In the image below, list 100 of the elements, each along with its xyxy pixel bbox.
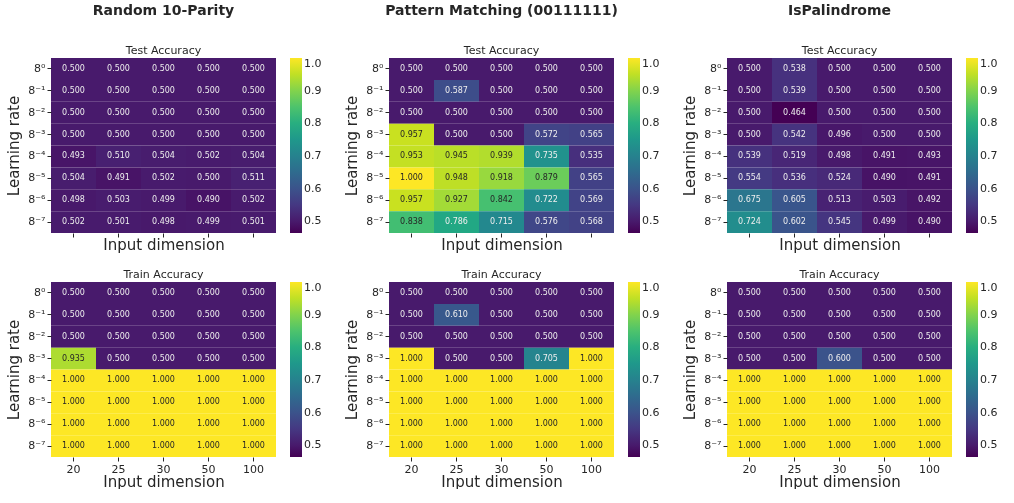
data-label: 0.500 — [783, 287, 806, 297]
x-tick-label: 20 — [742, 462, 757, 476]
data-label: 1.000 — [445, 397, 468, 407]
data-label: 0.493 — [918, 151, 941, 161]
data-label: 0.722 — [535, 195, 558, 205]
data-label: 0.493 — [62, 151, 85, 161]
data-label: 0.500 — [873, 63, 896, 73]
data-label: 1.000 — [490, 419, 513, 429]
data-label: 1.000 — [400, 353, 423, 363]
data-label: 0.945 — [445, 151, 468, 161]
color-bar-label: 0.9 — [304, 83, 322, 97]
data-label: 1.000 — [400, 173, 423, 183]
data-label: 0.500 — [873, 129, 896, 139]
data-label: 0.501 — [107, 217, 130, 227]
color-bar-label: 0.5 — [642, 214, 660, 228]
data-label: 0.500 — [918, 331, 941, 341]
y-tick-label: 8⁻⁷ — [28, 215, 46, 229]
chart-subtitle: Test Accuracy — [124, 44, 202, 57]
color-bar-label: 0.9 — [642, 307, 660, 321]
data-label: 1.000 — [197, 375, 220, 385]
data-label: 0.500 — [242, 331, 265, 341]
color-bar-label: 0.7 — [304, 148, 322, 162]
data-label: 0.500 — [152, 85, 175, 95]
color-bar-label: 0.9 — [642, 83, 660, 97]
data-label: 0.500 — [152, 353, 175, 363]
y-tick-label: 8⁰ — [34, 61, 47, 75]
data-label: 0.602 — [783, 217, 806, 227]
data-label: 0.500 — [197, 173, 220, 183]
data-label: 1.000 — [107, 375, 130, 385]
y-tick-label: 8⁻⁷ — [366, 439, 384, 453]
data-label: 0.500 — [580, 85, 603, 95]
data-label: 1.000 — [107, 419, 130, 429]
chart-subtitle: Test Accuracy — [800, 44, 878, 57]
data-label: 0.499 — [152, 195, 175, 205]
color-bar-label: 1.0 — [304, 57, 322, 70]
data-label: 0.500 — [490, 309, 513, 319]
color-bar-label: 0.8 — [980, 340, 998, 354]
data-label: 1.000 — [445, 375, 468, 385]
data-label: 0.500 — [197, 107, 220, 117]
data-label: 0.724 — [738, 217, 761, 227]
y-tick-label: 8⁻⁷ — [704, 439, 722, 453]
data-label: 0.587 — [445, 85, 468, 95]
color-bar-label: 0.6 — [980, 181, 998, 195]
color-bar-label: 0.8 — [642, 340, 660, 354]
data-label: 0.503 — [873, 195, 896, 205]
data-label: 0.939 — [490, 151, 513, 161]
data-label: 0.491 — [873, 151, 896, 161]
data-label: 0.500 — [400, 107, 423, 117]
chart-title: Train Accuracy — [798, 268, 881, 281]
data-label: 0.500 — [152, 63, 175, 73]
data-label: 0.539 — [783, 85, 806, 95]
chart-title: IsPalindrome — [787, 2, 892, 18]
data-label: 1.000 — [197, 441, 220, 451]
data-label: 0.565 — [580, 173, 603, 183]
data-label: 0.519 — [783, 151, 806, 161]
data-label: 0.500 — [738, 107, 761, 117]
data-label: 0.500 — [580, 63, 603, 73]
data-label: 0.500 — [918, 287, 941, 297]
data-label: 0.500 — [490, 107, 513, 117]
data-label: 1.000 — [873, 441, 896, 451]
color-bar-label: 0.8 — [304, 116, 322, 130]
data-label: 0.542 — [783, 129, 806, 139]
color-bar-label: 0.6 — [980, 405, 998, 419]
color-bar-label: 0.6 — [304, 181, 322, 195]
data-label: 1.000 — [152, 397, 175, 407]
data-label: 0.500 — [873, 353, 896, 363]
data-label: 1.000 — [445, 419, 468, 429]
y-tick-label: 8⁻⁶ — [704, 417, 723, 431]
data-label: 1.000 — [580, 441, 603, 451]
y-tick-label: 8⁻⁵ — [28, 395, 46, 409]
data-label: 0.498 — [152, 217, 175, 227]
data-label: 0.500 — [62, 63, 85, 73]
data-label: 0.500 — [918, 63, 941, 73]
y-tick-label: 8⁻⁴ — [704, 149, 723, 163]
y-tick-label: 8⁻³ — [28, 351, 46, 365]
y-tick-label: 8⁻⁵ — [704, 395, 722, 409]
color-bar-label: 0.5 — [642, 438, 660, 452]
data-label: 1.000 — [918, 441, 941, 451]
data-label: 0.715 — [490, 217, 513, 227]
y-axis-title: Learning rate — [343, 95, 362, 197]
data-label: 0.500 — [152, 331, 175, 341]
data-label: 0.500 — [445, 287, 468, 297]
y-tick-label: 8⁻³ — [28, 127, 46, 141]
y-tick-label: 8⁻⁵ — [704, 171, 722, 185]
color-bar-label: 0.7 — [304, 372, 322, 386]
data-label: 0.500 — [738, 287, 761, 297]
y-tick-label: 8⁻³ — [366, 127, 384, 141]
data-label: 1.000 — [242, 441, 265, 451]
data-label: 0.500 — [580, 287, 603, 297]
data-label: 0.500 — [242, 107, 265, 117]
data-label: 0.490 — [918, 217, 941, 227]
data-label: 0.500 — [445, 353, 468, 363]
data-label: 0.500 — [580, 309, 603, 319]
data-label: 0.504 — [62, 173, 85, 183]
y-tick-label: 8⁻¹ — [704, 307, 722, 321]
y-tick-label: 8⁻⁴ — [28, 373, 47, 387]
y-tick-label: 8⁻⁶ — [366, 193, 385, 207]
data-label: 1.000 — [783, 441, 806, 451]
y-tick-label: 8⁻⁶ — [28, 193, 47, 207]
data-label: 0.500 — [242, 63, 265, 73]
